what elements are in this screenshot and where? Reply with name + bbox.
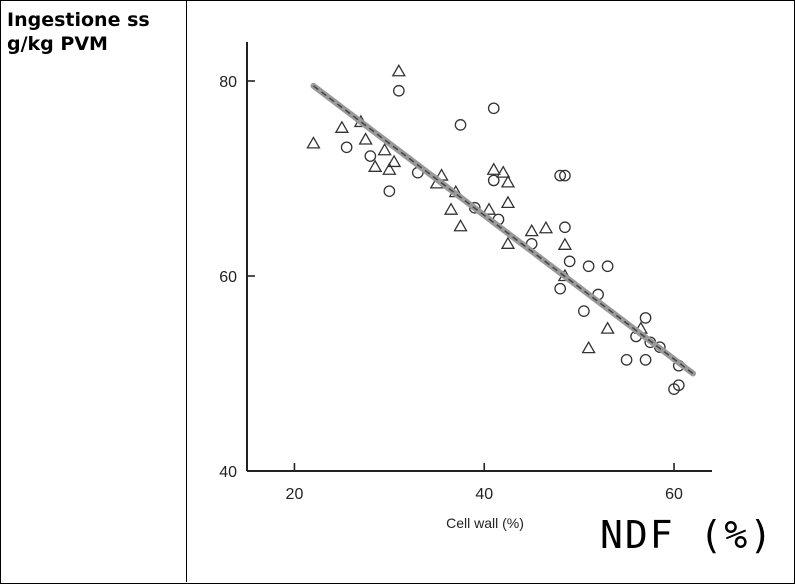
y-tick-label-40: 40 xyxy=(219,464,237,481)
y-axis-label-panel: Ingestione ss g/kg PVM xyxy=(0,0,187,582)
triangle-point xyxy=(382,162,397,175)
x-tick-label-40: 40 xyxy=(475,486,493,503)
y-tick-label-60: 60 xyxy=(219,269,237,286)
y-tick-label-80: 80 xyxy=(219,74,237,91)
circle-point xyxy=(582,260,595,273)
circle-point xyxy=(392,84,405,97)
circle-point xyxy=(563,255,576,268)
triangle-point xyxy=(367,159,383,172)
triangle-point xyxy=(377,142,392,156)
circle-point xyxy=(554,282,567,295)
circle-point xyxy=(672,379,685,392)
triangle-point xyxy=(391,63,406,77)
axes: 20 40 60 40 60 80 xyxy=(219,42,712,503)
triangle-point xyxy=(538,220,554,234)
triangle-point xyxy=(524,223,539,237)
trend-line-group xyxy=(310,82,697,377)
circle-point xyxy=(554,169,567,182)
triangle-point xyxy=(500,195,516,209)
triangle-point xyxy=(496,165,511,178)
triangle-point xyxy=(358,132,373,145)
triangle-point xyxy=(486,162,501,175)
trend-line xyxy=(310,82,697,377)
triangle-point xyxy=(481,202,497,215)
triangle-point xyxy=(453,218,468,232)
circle-point xyxy=(559,169,571,182)
triangle-point xyxy=(581,340,596,354)
triangle-point xyxy=(334,120,350,133)
triangle-point xyxy=(386,154,402,168)
triangle-point xyxy=(443,202,459,215)
y-axis-label-line-2: g/kg PVM xyxy=(7,33,108,55)
circle-point xyxy=(559,221,571,234)
triangle-point xyxy=(306,136,321,149)
circle-point xyxy=(383,185,396,198)
circle-point xyxy=(620,353,633,366)
circle-point xyxy=(340,141,353,154)
handwritten-x-label: NDF (%) xyxy=(600,513,774,557)
circle-point xyxy=(487,174,500,187)
circle-point xyxy=(454,119,467,131)
circle-point xyxy=(639,353,652,366)
scatter-chart: 20 40 60 40 60 80 Cell wall (%) NDF (%) xyxy=(219,42,774,557)
triangle-point xyxy=(500,175,516,188)
x-tick-label-60: 60 xyxy=(665,486,683,503)
triangle-point xyxy=(557,237,573,250)
triangle-point xyxy=(500,236,516,249)
circle-point xyxy=(487,102,500,115)
y-axis-label: Ingestione ss g/kg PVM xyxy=(7,8,150,56)
x-tick-label-20: 20 xyxy=(286,486,304,503)
circle-point xyxy=(578,305,590,317)
triangle-point xyxy=(600,321,615,334)
data-marks xyxy=(306,63,685,395)
circle-point xyxy=(639,312,652,324)
circle-point xyxy=(364,150,377,162)
circle-point xyxy=(601,260,614,273)
x-axis-label: Cell wall (%) xyxy=(446,515,524,531)
y-axis-label-line-1: Ingestione ss xyxy=(7,9,150,31)
